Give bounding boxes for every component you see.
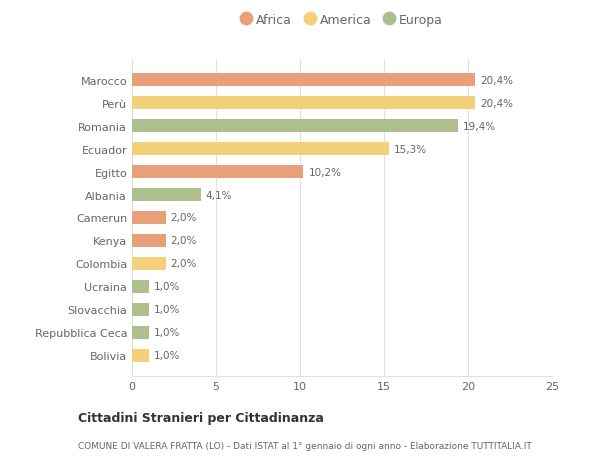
Text: 1,0%: 1,0% [154,282,180,292]
Text: 15,3%: 15,3% [394,144,427,154]
Bar [132,349,149,362]
Bar [132,97,475,110]
Text: 2,0%: 2,0% [170,213,197,223]
Bar [132,326,149,339]
Text: 4,1%: 4,1% [206,190,232,200]
Bar [132,120,458,133]
Bar [132,280,149,293]
Text: 1,0%: 1,0% [154,328,180,338]
Bar [132,143,389,156]
Bar [132,166,304,179]
Bar [132,235,166,247]
Bar [132,212,166,224]
Bar [132,74,475,87]
Text: 1,0%: 1,0% [154,351,180,361]
Text: 1,0%: 1,0% [154,305,180,315]
Text: 20,4%: 20,4% [480,75,513,85]
Text: Cittadini Stranieri per Cittadinanza: Cittadini Stranieri per Cittadinanza [78,412,324,425]
Bar [132,257,166,270]
Text: 10,2%: 10,2% [308,167,341,177]
Bar [132,303,149,316]
Text: 20,4%: 20,4% [480,98,513,108]
Text: 2,0%: 2,0% [170,259,197,269]
Text: 19,4%: 19,4% [463,121,496,131]
Text: 2,0%: 2,0% [170,236,197,246]
Legend: Africa, America, Europa: Africa, America, Europa [236,9,448,32]
Bar [132,189,201,202]
Text: COMUNE DI VALERA FRATTA (LO) - Dati ISTAT al 1° gennaio di ogni anno - Elaborazi: COMUNE DI VALERA FRATTA (LO) - Dati ISTA… [78,441,532,450]
